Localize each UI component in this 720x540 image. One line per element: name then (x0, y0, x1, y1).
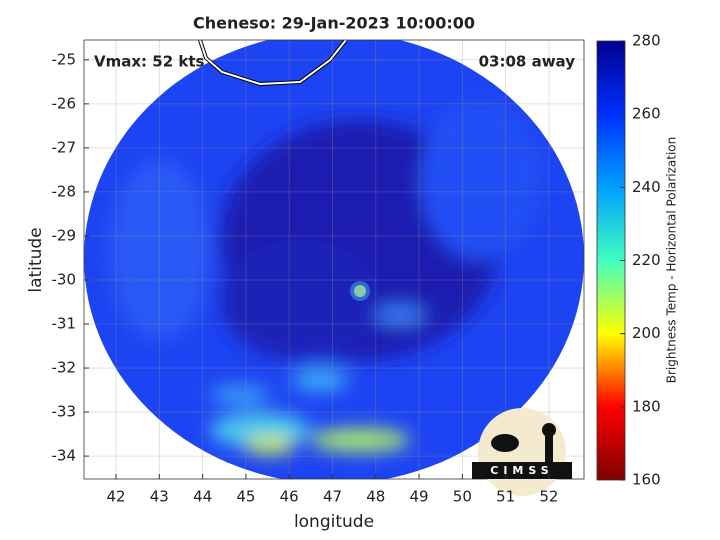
y-tick-label: -26 (52, 94, 77, 112)
x-tick-label: 47 (323, 488, 342, 506)
y-tick-label: -31 (52, 315, 77, 333)
annotation: Vmax: 52 kts (94, 53, 204, 71)
x-tick-label: 42 (106, 488, 125, 506)
x-tick-label: 46 (280, 488, 299, 506)
y-tick-label: -34 (52, 447, 77, 465)
logo: CIMSS (472, 408, 572, 496)
x-tick-label: 51 (496, 488, 515, 506)
x-tick-label: 43 (150, 488, 169, 506)
image-field (84, 40, 584, 479)
colorbar-label: Brightness Temp - Horizontal Polarizatio… (665, 137, 679, 384)
x-tick-label: 45 (236, 488, 255, 506)
colorbar-tick-label: 280 (632, 32, 661, 50)
colorbar-tick-label: 160 (632, 471, 661, 489)
y-axis-label: latitude (26, 227, 46, 292)
colorbar-tick-label: 200 (632, 324, 661, 342)
y-tick-label: -28 (52, 182, 77, 200)
y-tick-label: -32 (52, 359, 77, 377)
x-axis-label: longitude (294, 512, 374, 532)
colorbar-tick-label: 240 (632, 178, 661, 196)
x-tick-label: 44 (193, 488, 212, 506)
annotation: 03:08 away (479, 53, 576, 71)
logo-text: CIMSS (490, 464, 553, 477)
colorbar-tick-label: 220 (632, 251, 661, 269)
y-tick-label: -29 (52, 226, 77, 244)
chart-title: Cheneso: 29-Jan-2023 10:00:00 (193, 14, 475, 33)
x-tick-label: 52 (539, 488, 558, 506)
x-tick-label: 50 (453, 488, 472, 506)
y-tick-label: -33 (52, 403, 77, 421)
y-tick-label: -25 (52, 50, 77, 68)
y-tick-label: -30 (52, 270, 77, 288)
colorbar-tick-label: 180 (632, 397, 661, 415)
x-tick-label: 48 (366, 488, 385, 506)
colorbar-tick-label: 260 (632, 105, 661, 123)
y-tick-label: -27 (52, 138, 77, 156)
axes-frame (83, 39, 585, 480)
x-tick-label: 49 (410, 488, 429, 506)
